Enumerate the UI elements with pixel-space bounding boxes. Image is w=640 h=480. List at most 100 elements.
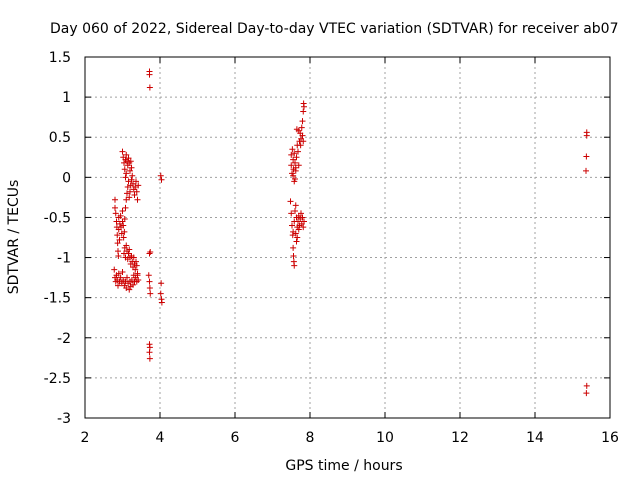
data-point bbox=[112, 196, 118, 203]
data-point bbox=[290, 156, 297, 163]
data-point bbox=[292, 202, 299, 209]
data-point bbox=[133, 178, 139, 185]
data-point bbox=[131, 191, 138, 198]
data-point bbox=[146, 84, 153, 91]
data-point bbox=[129, 172, 136, 179]
data-point bbox=[123, 151, 130, 158]
data-point bbox=[130, 254, 137, 261]
x-tick-label: 14 bbox=[526, 430, 544, 446]
data-point bbox=[119, 268, 126, 275]
data-point bbox=[301, 103, 307, 110]
data-point bbox=[299, 214, 306, 221]
data-point bbox=[157, 290, 164, 297]
data-point bbox=[291, 262, 298, 269]
data-point bbox=[290, 244, 297, 251]
data-points bbox=[111, 68, 590, 397]
data-point bbox=[158, 299, 165, 306]
data-point bbox=[298, 124, 305, 131]
data-point bbox=[583, 167, 589, 174]
x-tick-label: 10 bbox=[376, 430, 394, 446]
y-tick-label: 0 bbox=[62, 170, 71, 186]
data-point bbox=[132, 266, 139, 273]
x-tick-label: 2 bbox=[81, 430, 90, 446]
data-point bbox=[146, 349, 153, 356]
data-point bbox=[120, 222, 127, 229]
data-point bbox=[115, 252, 122, 259]
data-point bbox=[121, 166, 128, 173]
data-point bbox=[289, 222, 295, 229]
data-point bbox=[120, 234, 127, 241]
data-point bbox=[583, 382, 590, 389]
data-point bbox=[157, 172, 164, 179]
grid bbox=[85, 57, 610, 418]
x-tick-label: 6 bbox=[231, 430, 240, 446]
data-point bbox=[127, 188, 133, 195]
data-point bbox=[147, 248, 154, 255]
data-point bbox=[123, 170, 130, 177]
data-point bbox=[112, 204, 118, 211]
data-point bbox=[119, 208, 126, 215]
data-point bbox=[295, 226, 302, 233]
data-point bbox=[123, 242, 130, 249]
x-tick-label: 8 bbox=[306, 430, 315, 446]
data-point bbox=[291, 178, 298, 185]
x-tick-label: 12 bbox=[451, 430, 469, 446]
data-point bbox=[119, 148, 126, 155]
data-point bbox=[299, 118, 306, 125]
data-point bbox=[158, 176, 165, 183]
data-point bbox=[290, 252, 297, 259]
data-point bbox=[116, 236, 123, 243]
data-point bbox=[291, 150, 298, 157]
data-point bbox=[292, 208, 298, 215]
y-axis-label: SDTVAR / TECUs bbox=[6, 180, 22, 295]
x-tick-label: 4 bbox=[156, 430, 165, 446]
data-point bbox=[146, 285, 153, 292]
y-tick-label: -2.5 bbox=[44, 371, 71, 387]
data-point bbox=[292, 159, 298, 166]
y-tick-label: 1.5 bbox=[49, 50, 71, 66]
data-point bbox=[115, 282, 121, 289]
data-point bbox=[133, 262, 140, 269]
data-point bbox=[145, 272, 152, 279]
data-point bbox=[293, 154, 300, 161]
data-point bbox=[135, 182, 142, 189]
data-point bbox=[122, 174, 129, 181]
data-point bbox=[127, 167, 133, 174]
data-point bbox=[121, 216, 128, 223]
data-point bbox=[114, 232, 121, 239]
x-tick-label: 16 bbox=[601, 430, 619, 446]
data-point bbox=[127, 158, 134, 165]
y-tick-label: -3 bbox=[57, 411, 71, 427]
data-point bbox=[289, 146, 296, 153]
data-point bbox=[300, 138, 307, 145]
data-point bbox=[133, 258, 139, 265]
y-tick-label: -2 bbox=[57, 331, 71, 347]
data-point bbox=[298, 210, 304, 217]
data-point bbox=[121, 228, 128, 235]
data-point bbox=[113, 218, 120, 225]
data-point bbox=[288, 210, 295, 217]
data-point bbox=[133, 188, 140, 195]
data-point bbox=[128, 176, 135, 183]
y-tick-label: 0.5 bbox=[49, 130, 71, 146]
data-point bbox=[301, 218, 307, 225]
data-point bbox=[292, 230, 299, 237]
data-point bbox=[112, 210, 119, 217]
data-point bbox=[158, 280, 165, 287]
data-point bbox=[287, 198, 294, 205]
data-point bbox=[583, 153, 590, 160]
y-tick-label: -1.5 bbox=[44, 291, 71, 307]
data-point bbox=[111, 266, 118, 273]
data-point bbox=[122, 204, 129, 211]
plot-frame bbox=[84, 56, 611, 419]
data-point bbox=[128, 164, 135, 171]
data-point bbox=[295, 148, 301, 155]
y-tick-label: 1 bbox=[62, 90, 71, 106]
data-point bbox=[294, 234, 301, 241]
y-axis-tick-labels: -3 -2.5 -2 -1.5 -1 -0.5 0 0.5 1 1.5 bbox=[44, 50, 71, 427]
data-point bbox=[117, 212, 124, 219]
axis-ticks bbox=[84, 56, 611, 419]
data-point bbox=[300, 224, 307, 231]
data-point bbox=[146, 71, 153, 78]
